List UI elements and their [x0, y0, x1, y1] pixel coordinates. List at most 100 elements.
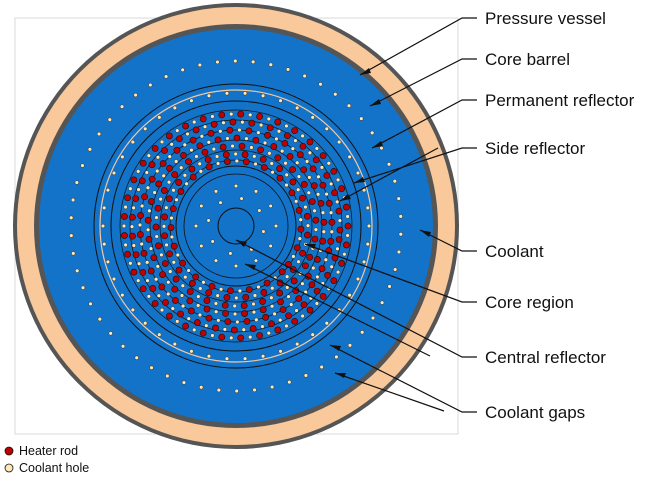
heater-rod: [165, 195, 173, 203]
coolant-hole: [120, 293, 125, 298]
heater-rod: [259, 155, 267, 163]
heater-rod: [260, 164, 268, 171]
heater-rod: [154, 204, 162, 212]
coolant-hole: [136, 169, 141, 174]
coolant-hole: [130, 139, 135, 145]
coolant-hole: [241, 327, 246, 332]
coolant-hole: [253, 189, 258, 194]
heater-rod: [130, 268, 138, 276]
heater-rod: [298, 194, 306, 202]
coolant-hole: [192, 119, 197, 125]
coolant-hole: [105, 188, 111, 193]
coolant-hole: [154, 277, 159, 282]
heater-rod: [284, 132, 291, 139]
heater-rod: [262, 313, 270, 321]
label-core-barrel: Core barrel: [485, 50, 570, 69]
label-core-region: Core region: [485, 293, 574, 312]
core-barrel-leader: [369, 58, 477, 107]
heater-rod: [167, 224, 175, 231]
heater-rod: [149, 285, 157, 292]
coolant-hole: [268, 203, 273, 208]
coolant-hole: [196, 303, 201, 308]
coolant-hole: [324, 192, 329, 197]
coolant-hole: [136, 187, 141, 192]
heater-rod: [289, 178, 297, 186]
heater-rod: [147, 267, 155, 275]
coolant-hole: [393, 267, 398, 272]
heater-rod: [328, 218, 336, 226]
heater-rod: [318, 265, 326, 272]
heater-rod: [140, 249, 148, 257]
legend-heater-rod-label: Heater rod: [19, 444, 78, 458]
coolant-hole: [296, 187, 301, 192]
coolant-leader: [419, 229, 477, 252]
central-holes: [193, 183, 279, 269]
heater-rod: [297, 225, 305, 233]
side-reflector-leader-1: [353, 147, 477, 184]
coolant-hole: [196, 294, 201, 299]
coolant-hole: [347, 293, 352, 298]
coolant-hole: [204, 323, 209, 328]
heater-rod: [319, 152, 327, 160]
coolant-hole: [248, 112, 253, 118]
coolant-hole: [70, 197, 76, 203]
heater-rod: [320, 218, 328, 226]
coolant-hole: [224, 91, 230, 96]
coolant-hole: [224, 356, 230, 361]
coolant-hole: [261, 229, 266, 234]
coolant-hole: [175, 128, 180, 133]
coolant-hole: [295, 341, 300, 347]
coolant-hole: [285, 274, 290, 279]
coolant-hole: [290, 146, 295, 151]
heater-rod: [186, 288, 194, 296]
coolant-hole: [235, 319, 240, 325]
heater-rod: [161, 213, 168, 221]
coolant-hole: [186, 316, 191, 321]
heater-rod: [319, 181, 327, 189]
coolant-hole: [300, 133, 305, 139]
coolant-hole: [303, 373, 309, 378]
coolant-hole: [284, 182, 289, 188]
coolant-hole: [285, 67, 291, 72]
coolant-hole: [136, 261, 142, 266]
heater-rod: [286, 153, 294, 160]
coolant-hole: [213, 258, 218, 263]
coolant-hole: [270, 384, 275, 390]
coolant-hole: [215, 59, 220, 65]
coolant-hole: [296, 259, 301, 264]
coolant-hole: [334, 354, 339, 360]
coolant-hole: [156, 293, 161, 298]
heater-rod: [240, 302, 248, 309]
heater-rod: [323, 172, 331, 179]
coolant-hole: [234, 388, 239, 394]
heater-rod: [192, 126, 200, 134]
coolant-hole: [324, 321, 329, 326]
coolant-hole: [213, 189, 218, 194]
coolant-hole: [169, 234, 175, 240]
coolant-hole: [199, 385, 204, 390]
coolant-hole: [233, 183, 238, 188]
permanent-reflector-leader: [371, 99, 477, 149]
heater-rod: [264, 131, 271, 139]
coolant-hole: [229, 335, 234, 340]
coolant-hole: [213, 301, 219, 306]
label-central-reflector: Central reflector: [485, 348, 606, 367]
heater-rod: [151, 300, 159, 307]
coolant-hole: [234, 158, 239, 164]
coolant-hole: [269, 295, 274, 300]
coolant-hole: [380, 300, 385, 305]
heater-rod: [274, 154, 282, 162]
heater-rod: [296, 151, 304, 159]
heater-rod: [256, 113, 263, 120]
heater-rod: [331, 189, 338, 197]
heater-rod: [201, 148, 209, 156]
heater-rod: [324, 271, 331, 279]
heater-rod: [306, 253, 314, 261]
coolant-hole: [210, 239, 215, 244]
heater-rod: [327, 237, 335, 245]
heater-rod: [238, 142, 246, 150]
coolant-hole: [256, 130, 261, 135]
side-reflector-inner-line: [110, 100, 362, 352]
coolant-hole: [329, 264, 334, 269]
heater-rod: [295, 295, 303, 303]
